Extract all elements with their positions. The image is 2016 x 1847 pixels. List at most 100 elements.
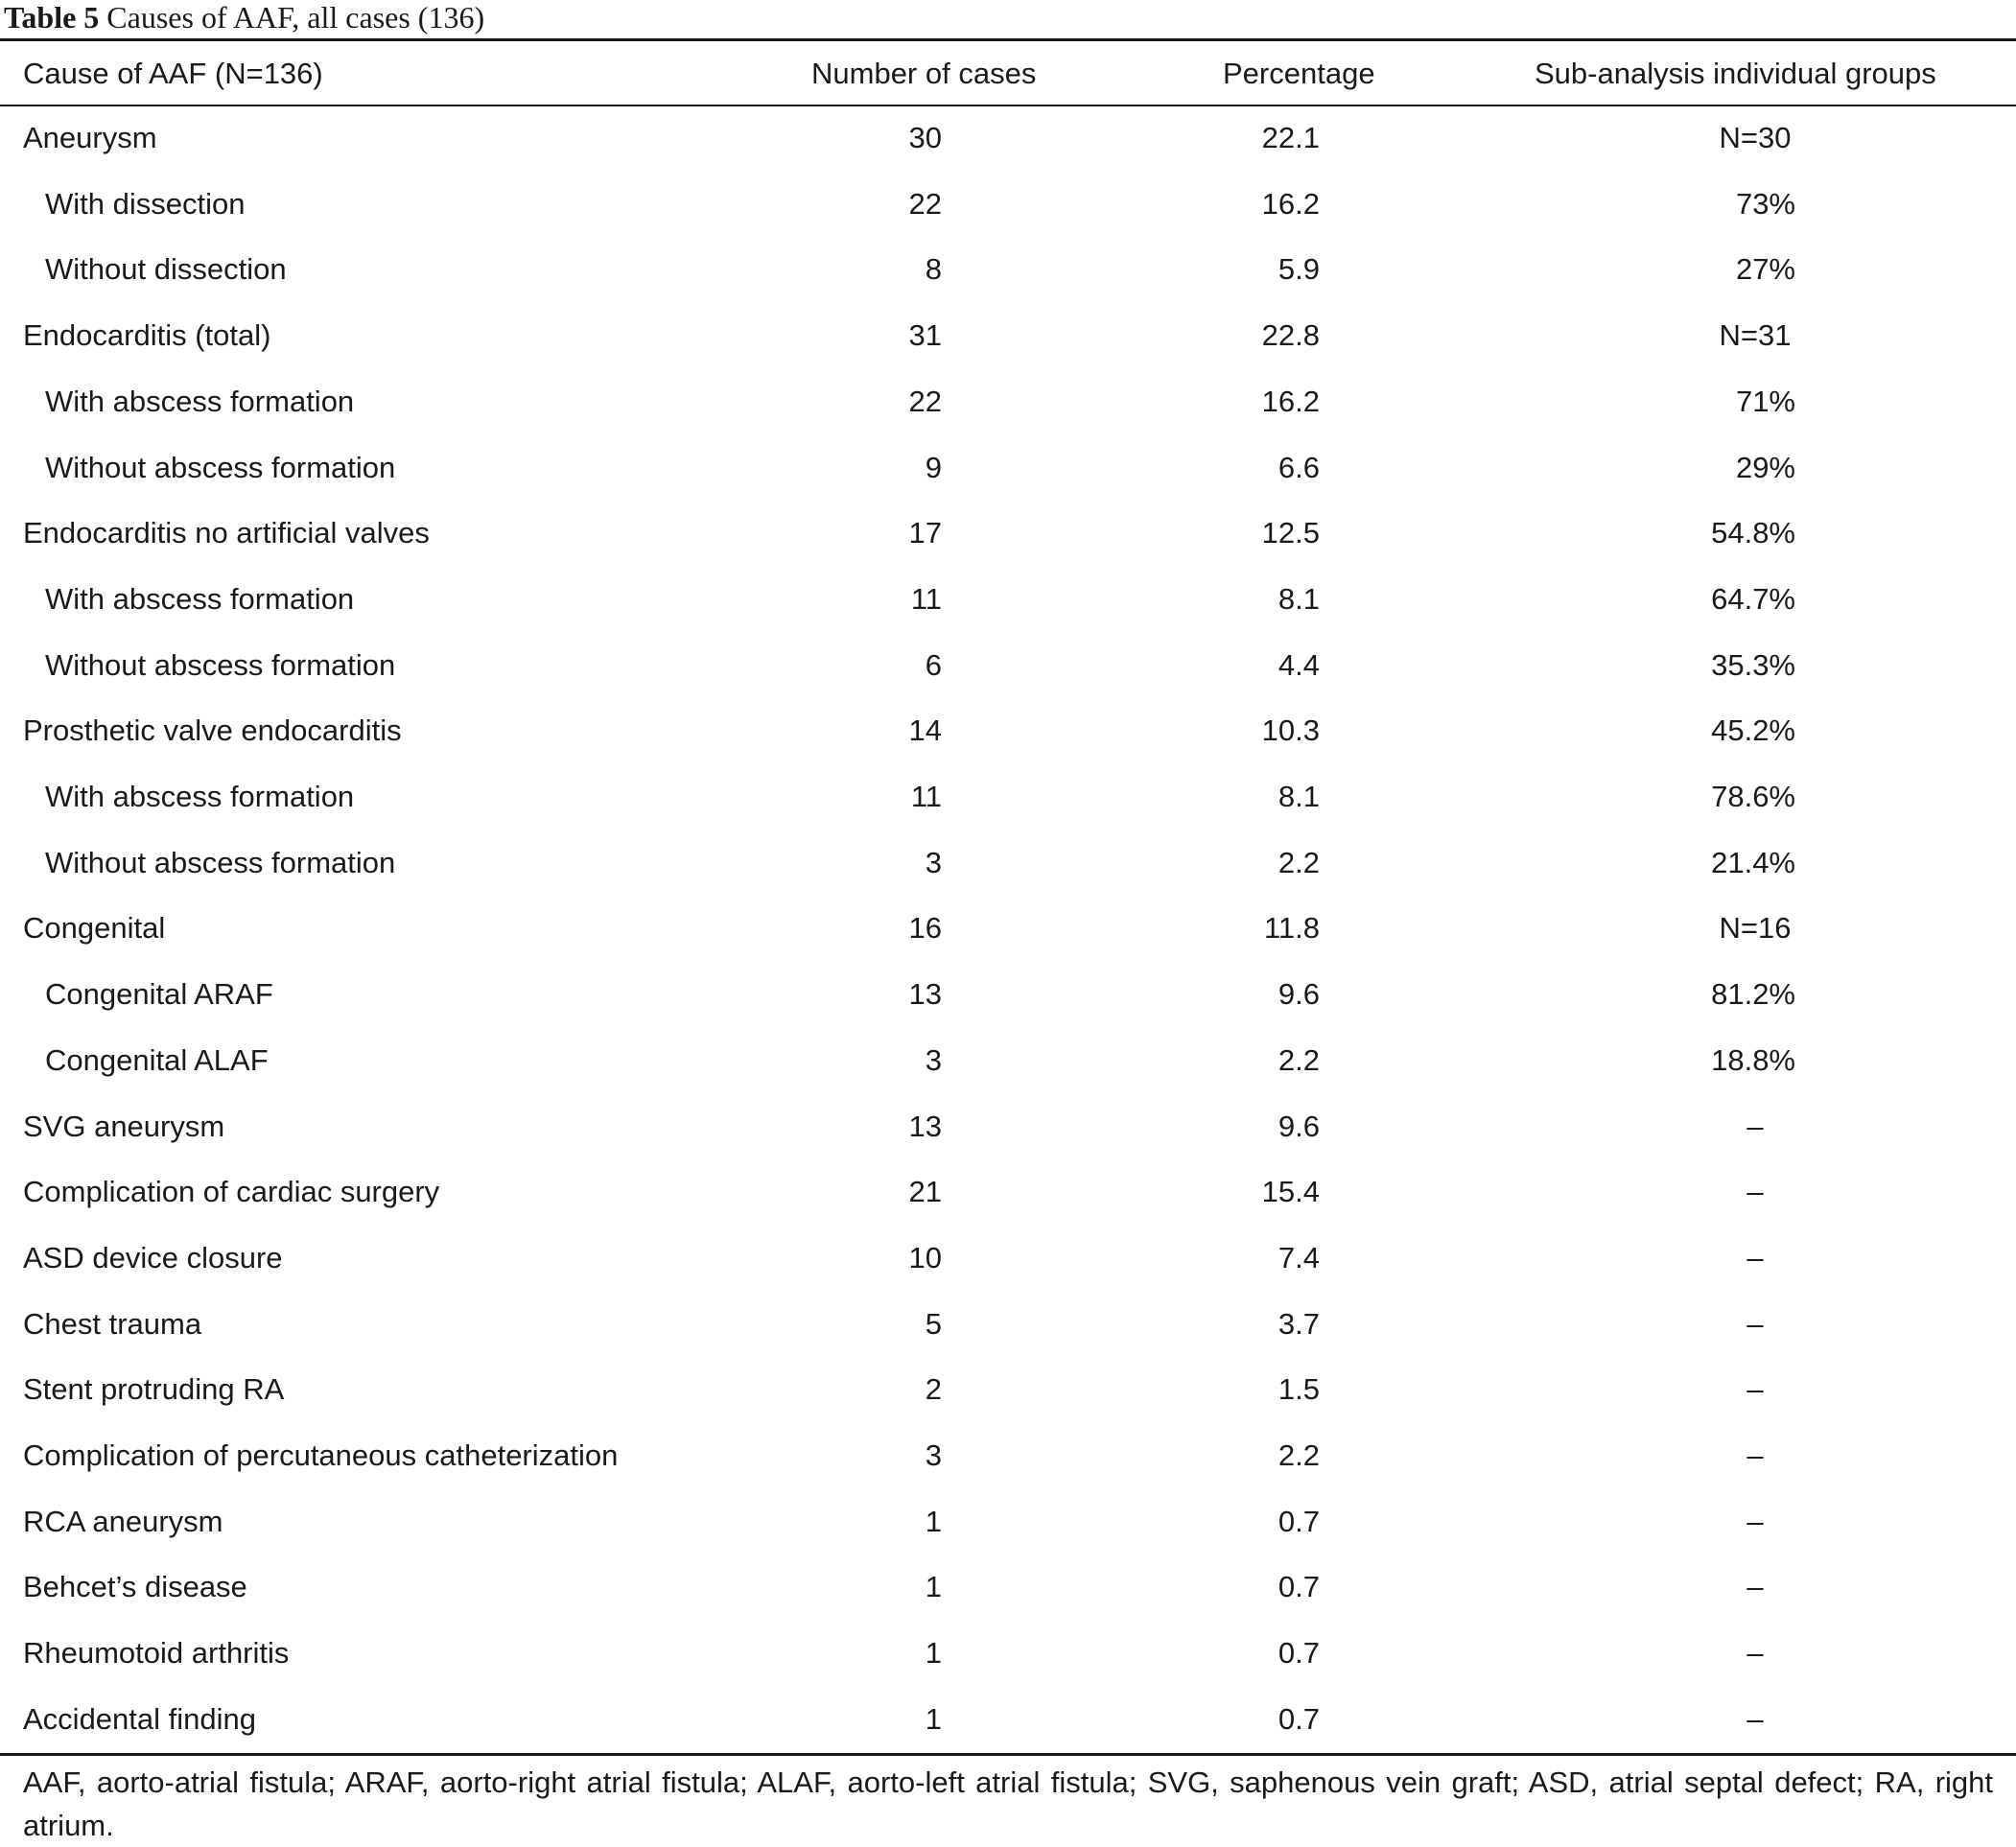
percentage-cell: 5.9 — [1278, 252, 1320, 287]
percentage-cell: 8.1 — [1278, 581, 1320, 616]
header-cause: Cause of AAF (N=136) — [23, 57, 323, 90]
number-cell: 11 — [910, 780, 942, 813]
percentage-cell: 16.2 — [1261, 186, 1320, 221]
percentage-cell: 11.8 — [1263, 911, 1320, 946]
cause-cell: With dissection — [45, 186, 246, 221]
percentage-cell: 2.2 — [1278, 845, 1320, 879]
number-cell: 17 — [908, 516, 942, 550]
table-row: RCA aneurysm 1 0.7 – — [0, 1489, 2016, 1555]
percentage-cell: 16.2 — [1261, 384, 1320, 418]
table-row: Congenital ALAF 3 2.2 18.8% — [0, 1028, 2016, 1094]
header-rule — [0, 105, 2016, 106]
table-row: Congenital 16 11.8 N=16 — [0, 896, 2016, 962]
number-cell: 9 — [925, 450, 942, 484]
cause-cell: Prosthetic valve endocarditis — [23, 713, 402, 748]
percentage-cell: 4.4 — [1278, 647, 1320, 682]
subanalysis-cell: N=31 — [1719, 318, 1792, 353]
subanalysis-cell: – — [1746, 1372, 1764, 1407]
cause-cell: SVG aneurysm — [23, 1109, 225, 1143]
subanalysis-cell: N=16 — [1719, 911, 1792, 946]
table-row: Accidental finding 1 0.7 – — [0, 1687, 2016, 1753]
table-row: Stent protruding RA 2 1.5 – — [0, 1357, 2016, 1423]
percentage-cell: 9.6 — [1278, 1109, 1320, 1143]
cause-cell: Complication of percutaneous catheteriza… — [23, 1438, 619, 1472]
top-rule — [0, 38, 2016, 41]
subanalysis-cell: – — [1746, 1570, 1764, 1604]
table-row: With abscess formation 11 8.1 64.7% — [0, 567, 2016, 633]
table-row: Aneurysm 30 22.1 N=30 — [0, 105, 2016, 172]
table-row: Chest trauma 5 3.7 – — [0, 1292, 2016, 1358]
table-row: With dissection 22 16.2 73% — [0, 172, 2016, 238]
number-cell: 21 — [908, 1175, 942, 1209]
cause-cell: Without dissection — [45, 252, 287, 287]
cause-cell: Without abscess formation — [45, 450, 396, 484]
subanalysis-cell: – — [1746, 1240, 1764, 1274]
percentage-cell: 15.4 — [1261, 1175, 1320, 1209]
number-cell: 1 — [925, 1570, 942, 1604]
number-cell: 22 — [908, 186, 942, 221]
table-row: Without abscess formation 6 4.4 35.3% — [0, 633, 2016, 699]
subanalysis-cell: 45.2% — [1711, 713, 1795, 748]
percentage-cell: 7.4 — [1278, 1240, 1320, 1274]
number-cell: 10 — [908, 1240, 942, 1274]
table-title: Causes of AAF, all cases (136) — [106, 0, 485, 35]
cause-cell: Accidental finding — [23, 1701, 256, 1736]
subanalysis-cell: 18.8% — [1711, 1042, 1795, 1077]
number-cell: 1 — [925, 1504, 942, 1538]
percentage-cell: 6.6 — [1278, 450, 1320, 484]
number-cell: 3 — [925, 1438, 942, 1472]
cause-cell: RCA aneurysm — [23, 1504, 223, 1538]
subanalysis-cell: – — [1746, 1438, 1764, 1472]
subanalysis-cell: 27% — [1735, 252, 1795, 287]
subanalysis-cell: – — [1746, 1175, 1764, 1209]
subanalysis-cell: 29% — [1735, 450, 1795, 484]
percentage-cell: 12.5 — [1261, 516, 1320, 550]
table-row: Endocarditis (total) 31 22.8 N=31 — [0, 303, 2016, 369]
subanalysis-cell: – — [1746, 1306, 1764, 1341]
subanalysis-cell: N=30 — [1719, 121, 1792, 154]
percentage-cell: 22.1 — [1261, 121, 1320, 154]
percentage-cell: 9.6 — [1278, 977, 1320, 1012]
cause-cell: Aneurysm — [23, 121, 157, 154]
cause-cell: Without abscess formation — [45, 845, 396, 879]
subanalysis-cell: – — [1746, 1701, 1764, 1736]
header-subanalysis: Sub-analysis individual groups — [1535, 57, 1936, 90]
number-cell: 1 — [925, 1701, 942, 1736]
subanalysis-cell: 54.8% — [1711, 516, 1795, 550]
percentage-cell: 2.2 — [1278, 1042, 1320, 1077]
cause-cell: Stent protruding RA — [23, 1372, 285, 1407]
number-cell: 30 — [908, 121, 942, 154]
header-number-of-cases: Number of cases — [811, 57, 1037, 90]
subanalysis-cell: 21.4% — [1711, 845, 1795, 879]
percentage-cell: 10.3 — [1261, 713, 1320, 748]
cause-cell: With abscess formation — [45, 780, 355, 813]
number-cell: 31 — [908, 318, 942, 353]
percentage-cell: 0.7 — [1278, 1504, 1320, 1538]
percentage-cell: 0.7 — [1278, 1636, 1320, 1671]
number-cell: 13 — [908, 977, 942, 1012]
cause-cell: Without abscess formation — [45, 647, 396, 682]
table-row: Rheumotoid arthritis 1 0.7 – — [0, 1621, 2016, 1687]
number-cell: 6 — [925, 647, 942, 682]
header-percentage: Percentage — [1223, 57, 1375, 90]
cause-cell: Congenital ALAF — [45, 1042, 269, 1077]
cause-cell: Complication of cardiac surgery — [23, 1175, 440, 1209]
subanalysis-cell: 73% — [1735, 186, 1795, 221]
cause-cell: Congenital ARAF — [45, 977, 273, 1012]
table-row: Congenital ARAF 13 9.6 81.2% — [0, 962, 2016, 1028]
cause-cell: Endocarditis (total) — [23, 318, 271, 353]
table-row: Without abscess formation 9 6.6 29% — [0, 435, 2016, 502]
percentage-cell: 1.5 — [1278, 1372, 1320, 1407]
number-cell: 3 — [925, 1042, 942, 1077]
table-header: Cause of AAF (N=136) Number of cases Per… — [0, 46, 2016, 102]
cause-cell: Behcet’s disease — [23, 1570, 247, 1604]
table-row: Behcet’s disease 1 0.7 – — [0, 1555, 2016, 1621]
table-caption: Table 5 Causes of AAF, all cases (136) — [4, 0, 484, 35]
number-cell: 22 — [908, 384, 942, 418]
table-row: Prosthetic valve endocarditis 14 10.3 45.2% — [0, 698, 2016, 764]
table-row: With abscess formation 22 16.2 71% — [0, 369, 2016, 435]
table-row: ASD device closure 10 7.4 – — [0, 1226, 2016, 1292]
cause-cell: Congenital — [23, 911, 166, 946]
table-row: Endocarditis no artificial valves 17 12.5 5… — [0, 501, 2016, 567]
subanalysis-cell: 35.3% — [1711, 647, 1795, 682]
